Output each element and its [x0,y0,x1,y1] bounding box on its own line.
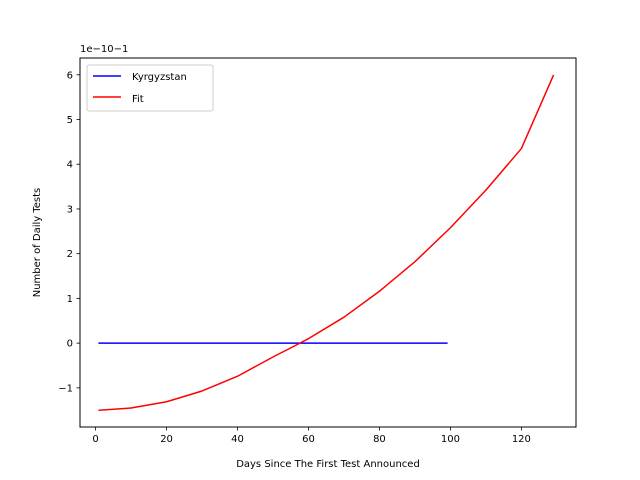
x-axis: 0 20 40 60 80 100 120 [92,427,531,445]
legend: Kyrgyzstan Fit [86,64,214,112]
x-tick-label: 20 [160,434,173,445]
legend-label-fit: Fit [132,94,144,105]
y-tick-label: 1 [67,294,73,305]
series-layer [98,74,555,412]
x-tick-label: 100 [441,434,460,445]
y-tick-label: 0 [67,339,73,350]
y-tick-label: −1 [58,383,73,394]
series-line-fit [98,74,555,412]
y-offset-label: 1e−10−1 [80,44,128,55]
x-tick-label: 80 [373,434,386,445]
y-tick-label: 4 [67,160,73,171]
y-axis: −1 0 1 2 3 4 5 6 [58,70,80,394]
y-tick-label: 2 [67,249,73,260]
x-tick-label: 60 [302,434,315,445]
x-tick-label: 0 [92,434,98,445]
y-tick-label: 3 [67,204,73,215]
y-axis-label: Number of Daily Tests [32,188,43,298]
y-tick-label: 5 [67,115,73,126]
plot-frame [79,57,577,428]
x-axis-label: Days Since The First Test Announced [236,459,420,470]
legend-label-kyrgyzstan: Kyrgyzstan [132,72,187,83]
y-tick-label: 6 [67,70,73,81]
x-tick-label: 40 [231,434,244,445]
x-tick-label: 120 [512,434,531,445]
